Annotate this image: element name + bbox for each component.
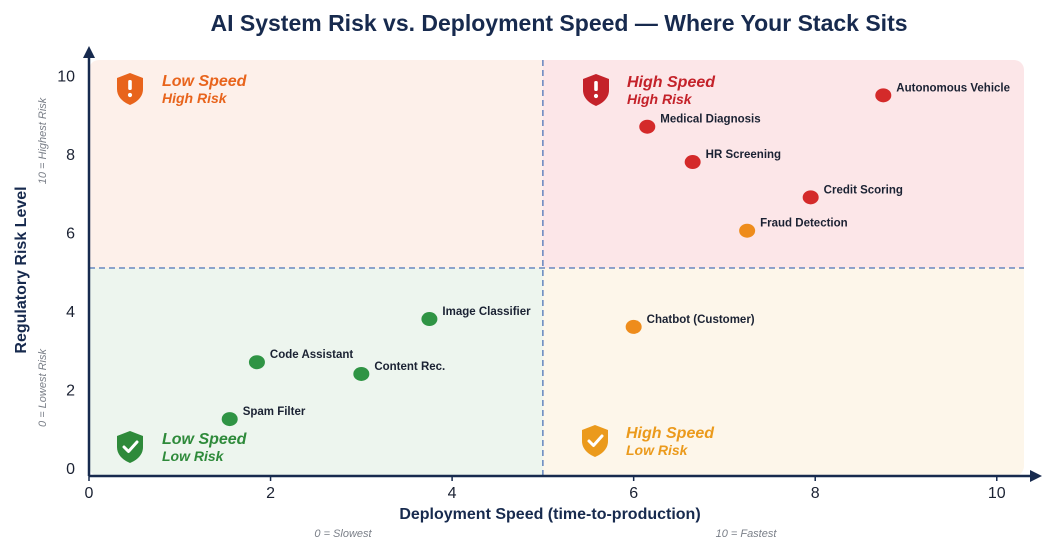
x-tick-label: 0 bbox=[85, 485, 94, 502]
axes bbox=[83, 46, 1042, 482]
data-point bbox=[684, 155, 701, 170]
y-tick-label: 2 bbox=[66, 383, 75, 400]
data-point bbox=[421, 312, 438, 327]
warning-shield-icon bbox=[583, 74, 609, 106]
y-axis-note-high: 10 = Highest Risk bbox=[37, 97, 49, 184]
x-tick-label: 2 bbox=[266, 485, 275, 502]
data-point bbox=[221, 412, 238, 427]
x-tick-label: 4 bbox=[448, 485, 457, 502]
quadrant-subtitle-bottom-right: Low Risk bbox=[626, 442, 689, 458]
data-point-label: Code Assistant bbox=[270, 349, 353, 361]
quadrant-bottom-right bbox=[542, 268, 1024, 476]
x-axis-label: Deployment Speed (time-to-production) bbox=[399, 506, 700, 523]
x-axis-note-high: 10 = Fastest bbox=[716, 528, 778, 540]
data-points: Autonomous Vehicle Medical Diagnosis HR Sc… bbox=[221, 82, 1010, 427]
y-tick-label: 10 bbox=[57, 69, 75, 86]
x-tick-label: 10 bbox=[988, 485, 1006, 502]
y-tick-label: 6 bbox=[66, 226, 75, 243]
data-point bbox=[739, 223, 756, 238]
quadrant-title-bottom-right: High Speed bbox=[626, 425, 715, 442]
quadrant-title-bottom-left: Low Speed bbox=[162, 431, 248, 448]
quadrant-bottom-left bbox=[89, 268, 543, 476]
quadrant-subtitle-bottom-left: Low Risk bbox=[162, 448, 225, 464]
x-tick-label: 8 bbox=[811, 485, 820, 502]
quadrant-backgrounds bbox=[89, 60, 1024, 476]
data-point bbox=[248, 355, 265, 370]
y-axis-note-low: 0 = Lowest Risk bbox=[37, 349, 49, 427]
quadrant-subtitle-top-right: High Risk bbox=[627, 91, 693, 107]
warning-shield-icon bbox=[117, 73, 143, 105]
quadrant-title-top-left: Low Speed bbox=[162, 73, 248, 90]
quadrant-top-left bbox=[89, 60, 543, 268]
data-point-label: Spam Filter bbox=[243, 406, 306, 418]
data-point bbox=[625, 319, 642, 334]
quadrant-top-right bbox=[542, 60, 1024, 268]
data-point-label: HR Screening bbox=[706, 149, 781, 161]
data-point-label: Image Classifier bbox=[442, 306, 531, 318]
data-point-label: Autonomous Vehicle bbox=[896, 82, 1010, 94]
data-point bbox=[875, 88, 892, 103]
data-point-label: Content Rec. bbox=[374, 361, 445, 373]
x-tick-label: 6 bbox=[629, 485, 638, 502]
data-point bbox=[802, 190, 819, 205]
data-point bbox=[639, 119, 656, 134]
y-tick-label: 4 bbox=[66, 304, 75, 321]
y-axis-arrow-icon bbox=[83, 46, 95, 58]
data-point-label: Chatbot (Customer) bbox=[647, 314, 755, 326]
chart-title: AI System Risk vs. Deployment Speed — Wh… bbox=[210, 10, 907, 36]
quadrant-subtitle-top-left: High Risk bbox=[162, 90, 228, 106]
x-axis-arrow-icon bbox=[1030, 470, 1042, 482]
y-axis-label: Regulatory Risk Level bbox=[13, 186, 30, 353]
data-point-label: Fraud Detection bbox=[760, 218, 848, 230]
data-point bbox=[353, 366, 370, 381]
data-point-label: Credit Scoring bbox=[824, 184, 903, 196]
check-shield-icon bbox=[582, 425, 608, 457]
y-tick-label: 8 bbox=[66, 147, 75, 164]
quadrant-dividers bbox=[89, 60, 1024, 476]
y-tick-label: 0 bbox=[66, 461, 75, 478]
data-point-label: Medical Diagnosis bbox=[660, 114, 760, 126]
check-shield-icon bbox=[117, 431, 143, 463]
quadrant-title-top-right: High Speed bbox=[627, 74, 716, 91]
tick-labels: 0 2 4 6 8 10 0 2 4 6 8 10 bbox=[57, 69, 1006, 502]
x-axis-note-low: 0 = Slowest bbox=[314, 528, 372, 540]
